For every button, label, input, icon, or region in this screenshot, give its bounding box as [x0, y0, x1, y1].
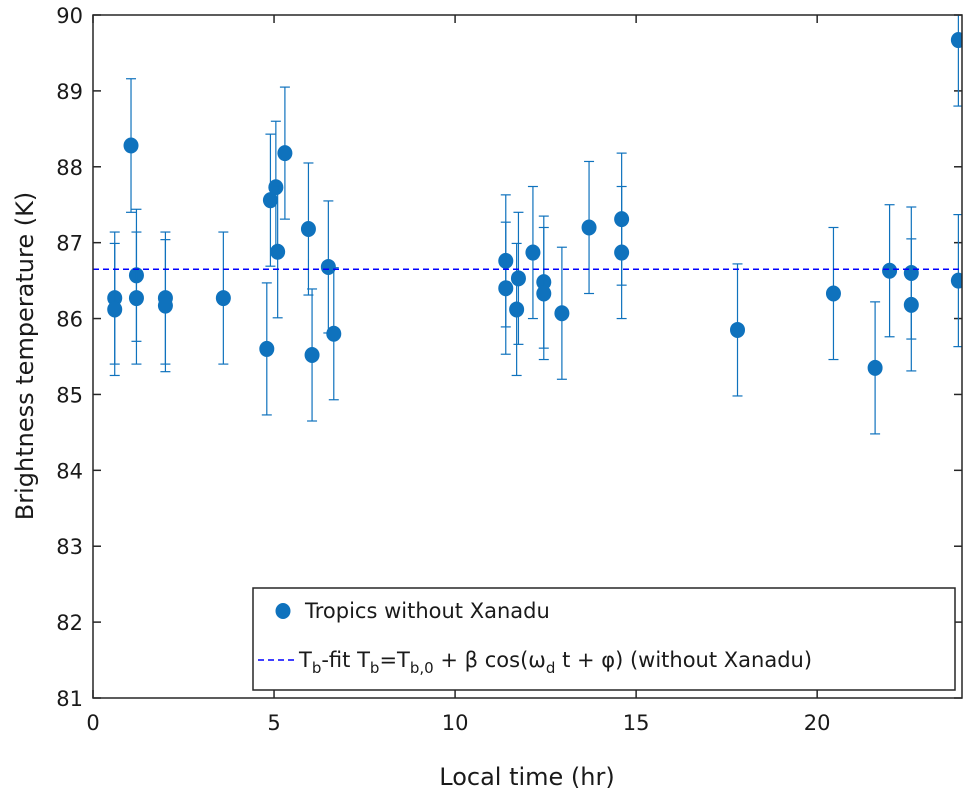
- point: [128, 290, 144, 307]
- point: [536, 285, 552, 302]
- point: [903, 296, 919, 313]
- x-tick-label: 15: [623, 711, 650, 735]
- legend-label-part: t + φ) (without Xanadu): [555, 648, 812, 672]
- point: [509, 301, 525, 318]
- legend-marker: [275, 603, 291, 619]
- point: [304, 346, 320, 363]
- point: [270, 243, 286, 260]
- y-tick-label: 82: [56, 611, 83, 635]
- x-tick-label: 5: [267, 711, 280, 735]
- point: [867, 359, 883, 376]
- point: [277, 145, 293, 162]
- legend-label-part: T: [298, 648, 312, 672]
- legend-label-part: b: [312, 659, 322, 677]
- legend-label-part: b: [370, 659, 380, 677]
- legend-label-part: b,0: [410, 659, 434, 677]
- axes-box: [92, 14, 963, 699]
- point: [123, 137, 139, 154]
- point: [950, 272, 962, 289]
- point: [950, 32, 962, 49]
- point: [320, 258, 336, 275]
- x-axis-label: Local time (hr): [439, 763, 615, 791]
- point: [326, 325, 342, 342]
- legend-label-part: + β cos(ω: [434, 648, 546, 672]
- y-tick-label: 85: [56, 383, 83, 407]
- point: [554, 305, 570, 322]
- y-tick-label: 88: [56, 156, 83, 180]
- point: [262, 192, 278, 209]
- point: [614, 244, 630, 261]
- legend-label-part: -fit T: [321, 648, 370, 672]
- point: [510, 270, 526, 287]
- y-tick-label: 84: [56, 459, 83, 483]
- legend-label: Tb-fit Tb=Tb,0 + β cos(ωd t + φ) (withou…: [298, 648, 812, 677]
- y-tick-label: 90: [56, 4, 83, 28]
- y-tick-label: 83: [56, 535, 83, 559]
- y-axis-label: Brightness temperature (K): [11, 192, 39, 520]
- point: [525, 244, 541, 261]
- point: [730, 321, 746, 338]
- legend-box: [252, 587, 956, 691]
- legend-label-part: =T: [379, 648, 410, 672]
- point: [882, 262, 898, 279]
- point: [157, 297, 173, 314]
- point: [825, 285, 841, 302]
- y-tick-label: 86: [56, 308, 83, 332]
- x-tick-label: 20: [804, 711, 831, 735]
- legend-label-part: d: [546, 659, 556, 677]
- point: [268, 179, 284, 196]
- plot-area: [93, 15, 962, 435]
- point: [107, 301, 123, 318]
- y-tick-label: 87: [56, 232, 83, 256]
- x-tick-label: 0: [86, 711, 99, 735]
- point: [581, 219, 597, 236]
- point: [259, 340, 275, 357]
- legend-label: Tropics without Xanadu: [304, 599, 550, 623]
- point: [498, 280, 514, 297]
- y-tick-label: 89: [56, 80, 83, 104]
- point: [300, 221, 316, 238]
- point: [215, 290, 231, 307]
- x-tick-label: 10: [442, 711, 469, 735]
- y-tick-label: 81: [56, 687, 83, 711]
